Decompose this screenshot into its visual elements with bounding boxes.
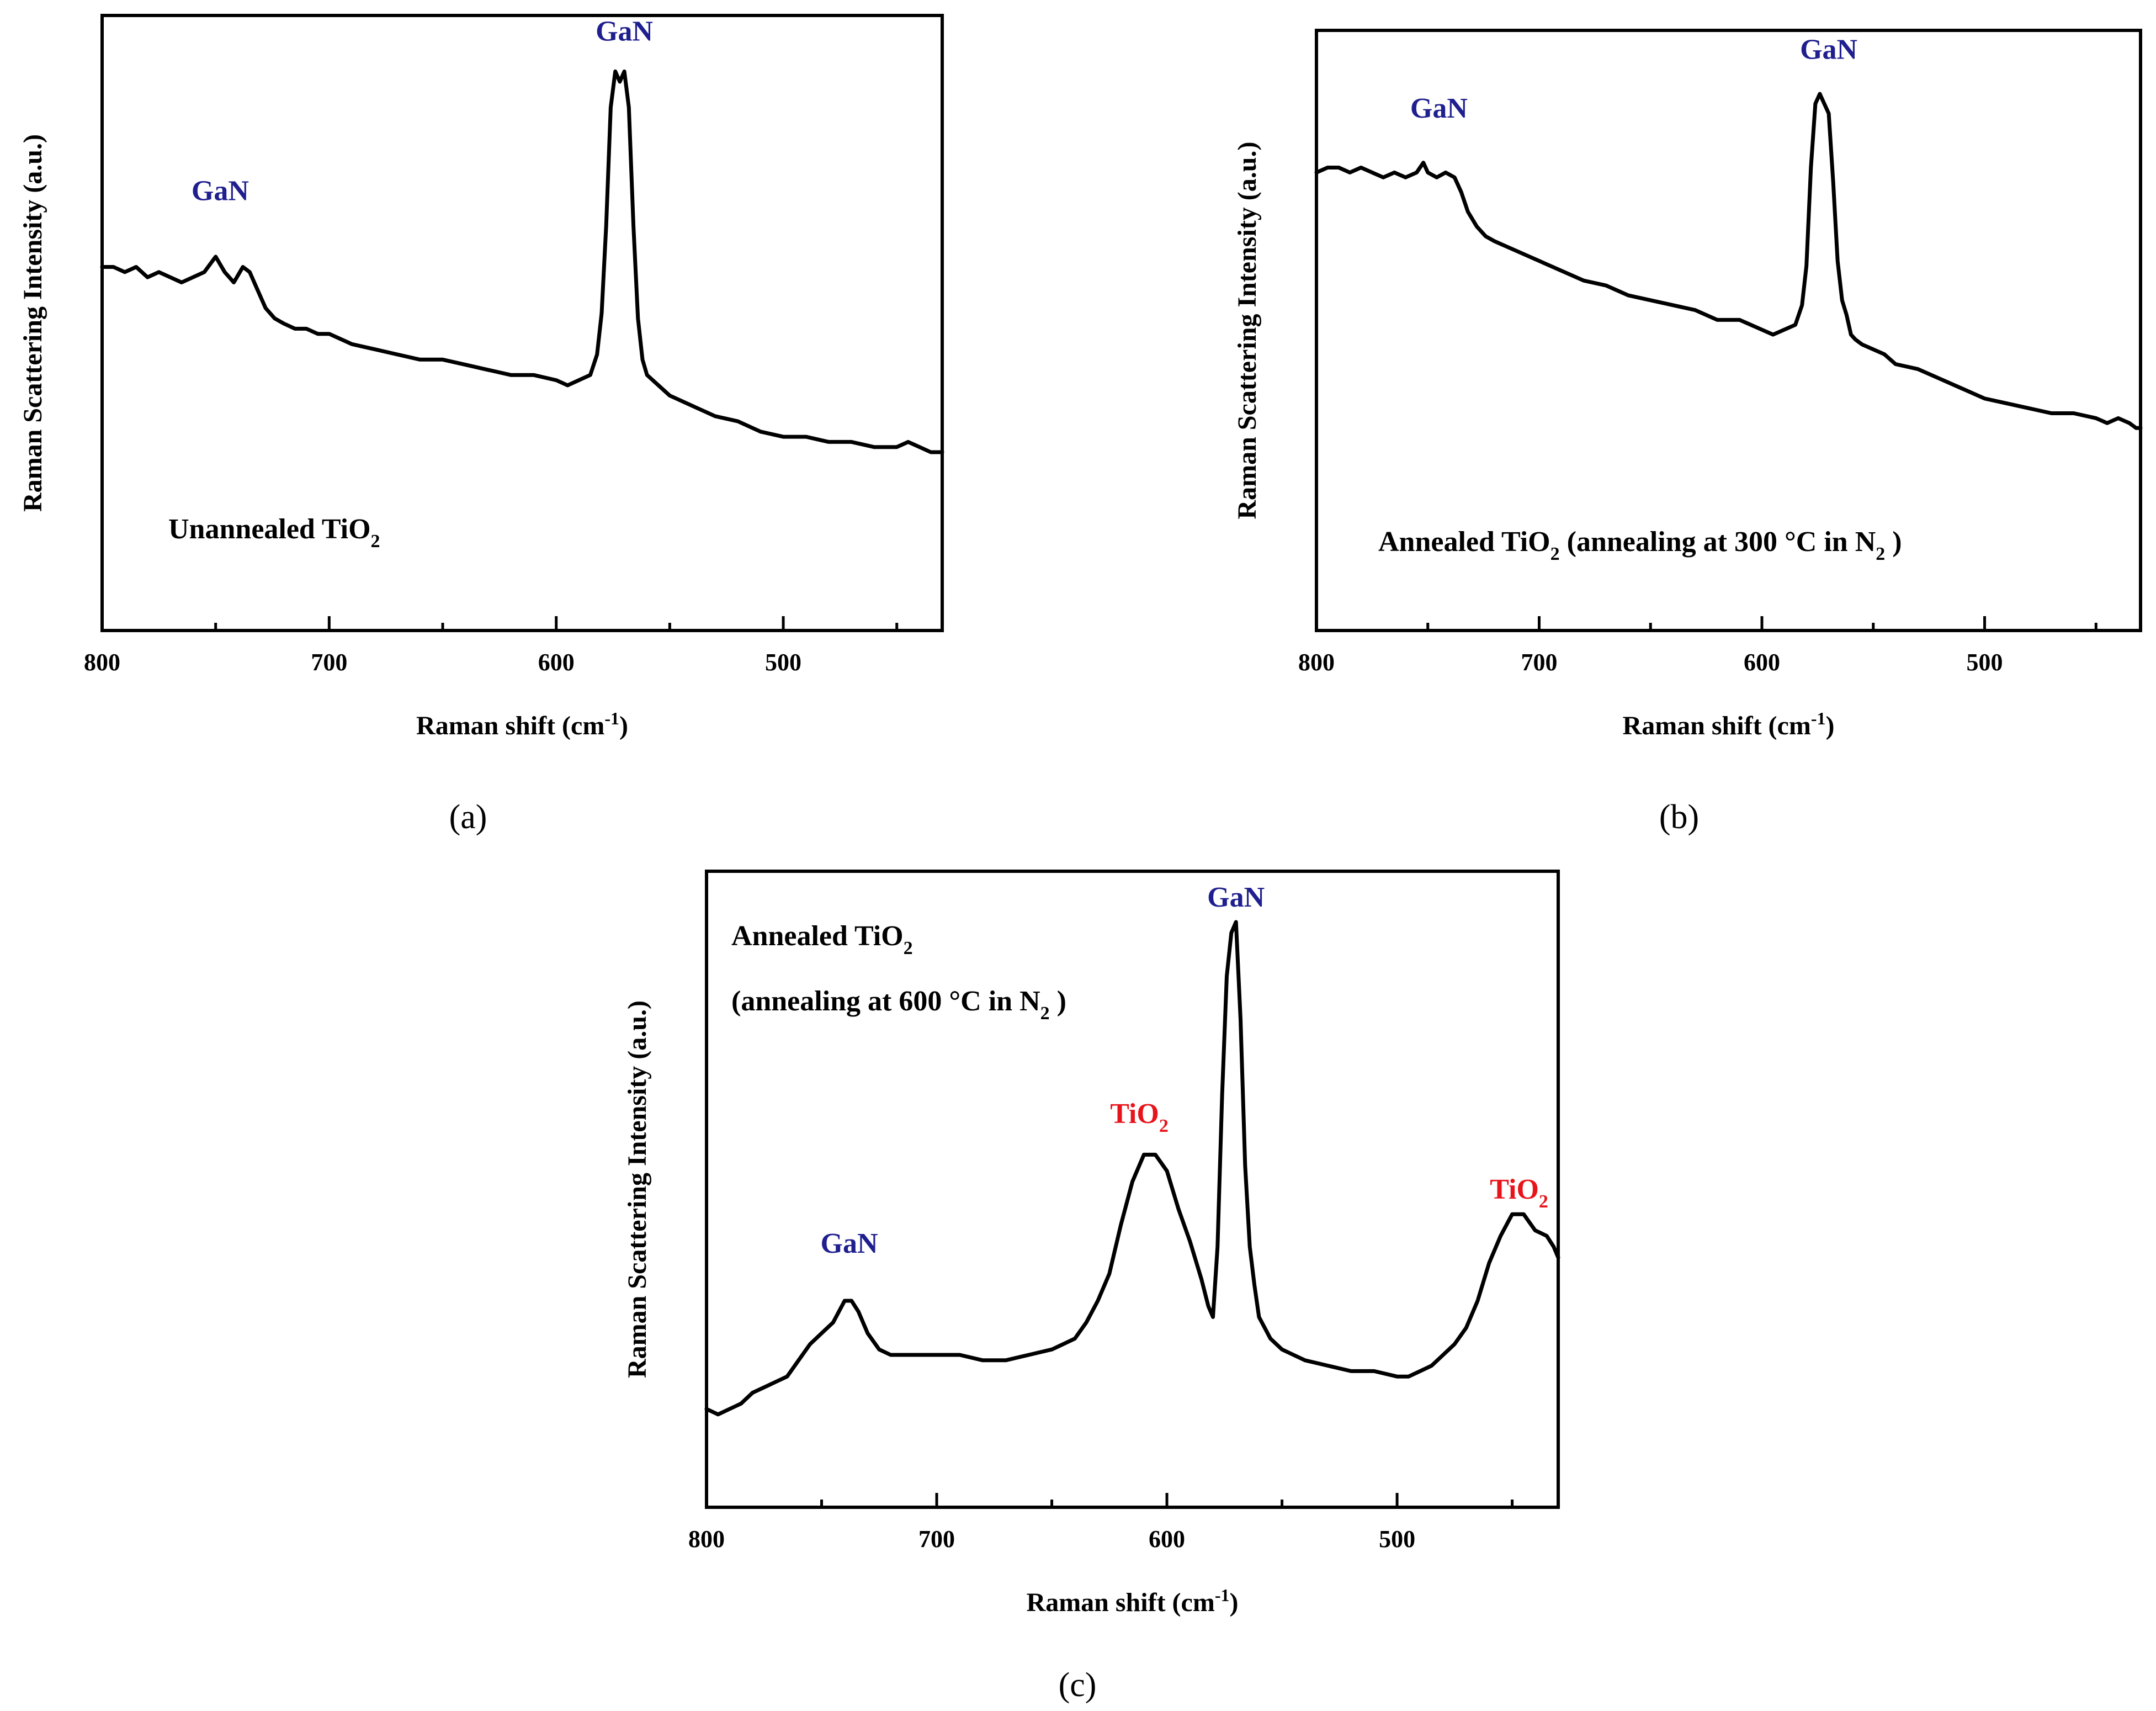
panel-label: (c) — [1059, 1666, 1097, 1704]
annotation-sub: 2 — [371, 531, 380, 552]
y-axis-label: Raman Scattering Intensity (a.u.) — [623, 1000, 652, 1378]
x-tick-label: 700 — [311, 649, 347, 676]
panel-label: (b) — [1659, 798, 1699, 836]
sample-annotation: Annealed TiO2 (annealing at 300 °C in N2… — [1378, 526, 1902, 564]
tio2-peak-label: TiO2 — [1110, 1098, 1169, 1136]
gan-peak-label: GaN — [192, 175, 249, 206]
x-tick-label: 800 — [688, 1525, 725, 1553]
annotation-sub: 2 — [904, 938, 913, 958]
sample-annotation: Annealed TiO2 — [731, 920, 913, 958]
x-axis-label-text: Raman shift (cm — [1623, 711, 1811, 740]
annotation-tail: (annealing at 300 °C in N — [1560, 526, 1876, 558]
x-tick-label: 800 — [1298, 649, 1335, 676]
peak-label-text: GaN — [1410, 93, 1468, 124]
x-tick-label: 500 — [765, 649, 801, 676]
x-axis-label-text: Raman shift (cm — [1027, 1588, 1215, 1617]
chart-panel-b: 800 700 600 500 Raman shift (cm-1) Raman Scat… — [1233, 29, 2143, 836]
raman-spectrum-line — [100, 69, 944, 454]
peak-label-text: GaN — [1800, 34, 1857, 65]
peak-label-text: GaN — [192, 175, 249, 206]
peak-label-text: TiO — [1490, 1174, 1539, 1205]
gan-peak-label: GaN — [1800, 34, 1857, 65]
peak-label-text: GaN — [821, 1228, 878, 1259]
gan-peak-label: GaN — [821, 1228, 878, 1259]
x-axis-label-sup: -1 — [1811, 708, 1826, 728]
x-tick-label: 500 — [1967, 649, 2003, 676]
gan-peak-label: GaN — [1207, 882, 1265, 913]
annotation-main: Annealed TiO — [731, 920, 904, 952]
peak-label-text: TiO — [1110, 1098, 1159, 1130]
chart-panel-a: 800 700 600 500 Raman shift (cm-1) Raman Scat… — [18, 14, 944, 836]
y-axis-label: Raman Scattering Intensity (a.u.) — [18, 134, 47, 512]
annotation-line2-sub: 2 — [1040, 1003, 1050, 1024]
sample-annotation: Unannealed TiO2 — [168, 513, 380, 552]
peak-label-sub: 2 — [1159, 1116, 1169, 1136]
gan-peak-label: GaN — [1410, 93, 1468, 124]
peak-label-text: GaN — [596, 15, 653, 47]
plot-frame — [1315, 29, 2142, 632]
annotation-tail-sub: 2 — [1876, 544, 1885, 564]
x-axis-label: Raman shift (cm-1) — [1027, 1585, 1239, 1617]
sample-annotation-line2: (annealing at 600 °C in N2 ) — [731, 986, 1066, 1024]
x-axis-label-end: ) — [1229, 1588, 1238, 1617]
plot-frame — [100, 14, 944, 632]
x-axis-label-sup: -1 — [1215, 1585, 1230, 1605]
x-tick-label: 700 — [1521, 649, 1558, 676]
gan-peak-label: GaN — [596, 15, 653, 47]
x-tick-label: 600 — [1744, 649, 1780, 676]
peak-label-sub: 2 — [1539, 1191, 1548, 1212]
x-axis-label-sup: -1 — [604, 708, 619, 728]
annotation-line2: (annealing at 600 °C in N — [731, 986, 1040, 1017]
y-axis-label: Raman Scattering Intensity (a.u.) — [1233, 142, 1262, 520]
x-tick-label: 600 — [538, 649, 575, 676]
x-tick-label: 800 — [84, 649, 120, 676]
x-tick-label: 700 — [918, 1525, 955, 1553]
x-axis-label-end: ) — [619, 711, 628, 740]
chart-panel-c: 800 700 600 500 Raman shift (cm-1) Raman Scat… — [623, 870, 1560, 1704]
panel-label: (a) — [449, 798, 487, 836]
annotation-tail-end: ) — [1885, 526, 1902, 558]
tio2-peak-label: TiO2 — [1490, 1174, 1548, 1212]
x-axis-label: Raman shift (cm-1) — [416, 708, 628, 740]
peak-label-text: GaN — [1207, 882, 1265, 913]
plot-frame — [705, 870, 1560, 1509]
raman-spectrum-line — [1314, 92, 2143, 430]
annotation-sub: 2 — [1550, 544, 1560, 564]
raman-spectrum-line — [704, 920, 1560, 1417]
annotation-line2-end: ) — [1050, 986, 1066, 1017]
x-tick-label: 600 — [1149, 1525, 1185, 1553]
x-axis-label-text: Raman shift (cm — [416, 711, 604, 740]
x-axis-label-end: ) — [1825, 711, 1834, 740]
annotation-main: Unannealed TiO — [168, 513, 371, 545]
x-tick-label: 500 — [1379, 1525, 1415, 1553]
x-axis-label: Raman shift (cm-1) — [1623, 708, 1835, 740]
annotation-main: Annealed TiO — [1378, 526, 1550, 558]
